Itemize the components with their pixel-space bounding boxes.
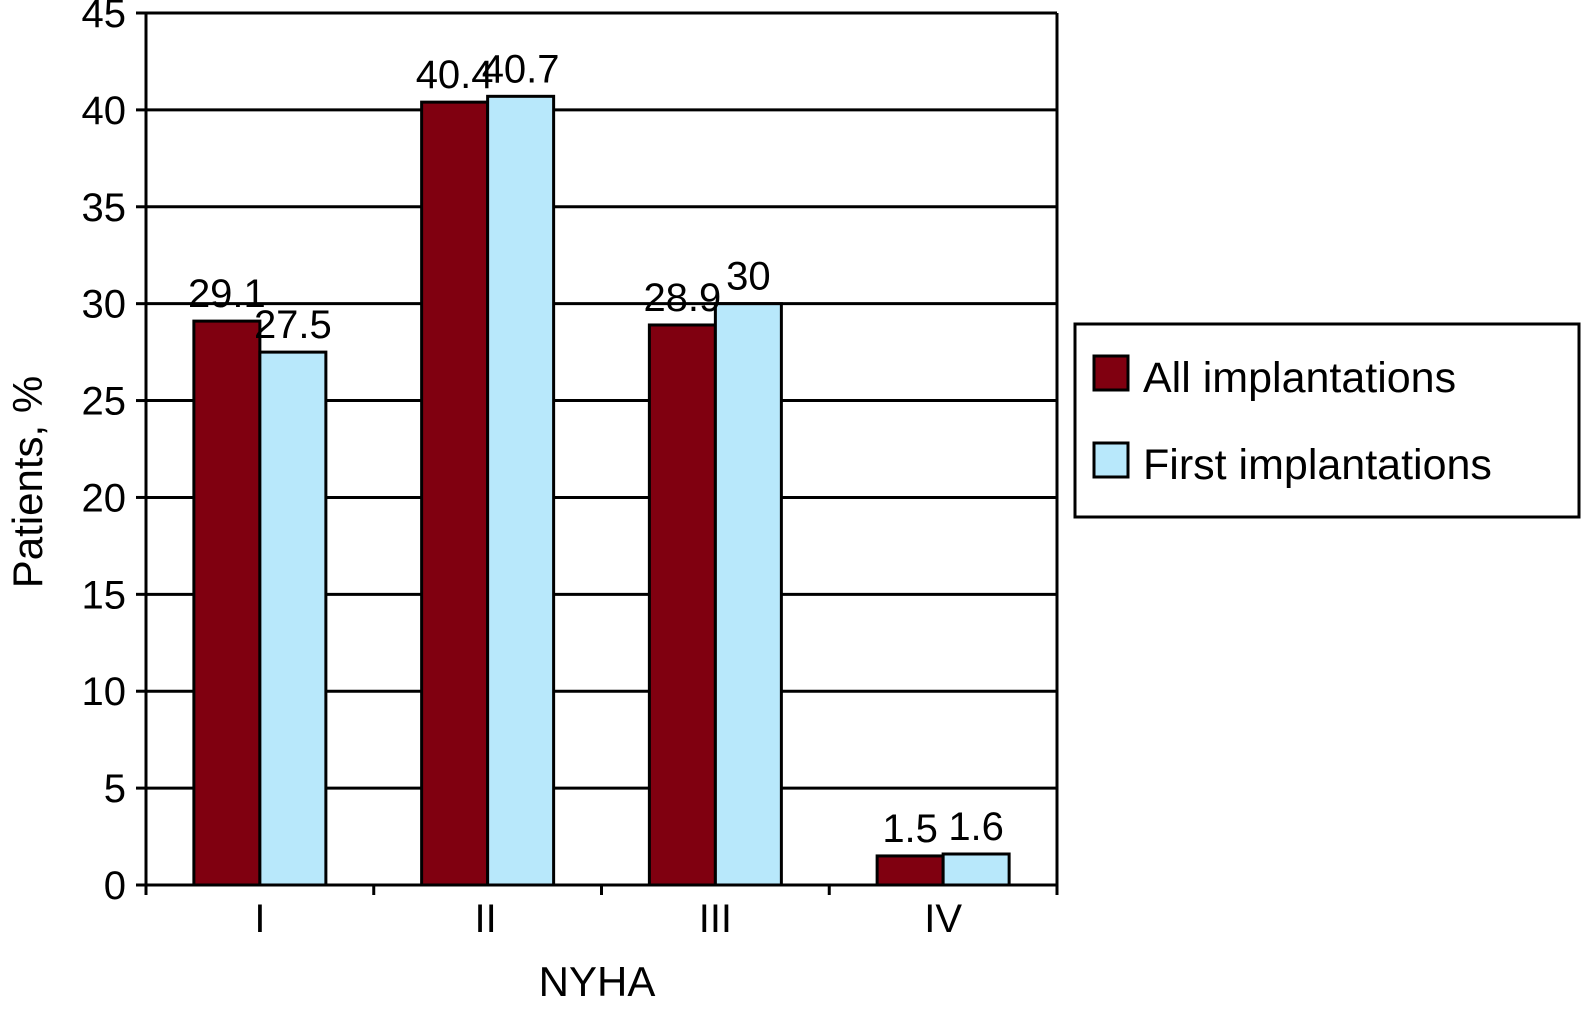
data-label: 1.6 bbox=[948, 805, 1004, 849]
x-tick-label: IV bbox=[924, 897, 962, 941]
data-label: 27.5 bbox=[254, 303, 332, 347]
x-tick-label: I bbox=[254, 897, 265, 941]
data-labels: 29.127.5 40.440.7 28.9 30 1.5 1.6 bbox=[188, 47, 1004, 851]
bar-all-IV bbox=[875, 854, 945, 887]
data-label: 29.1 bbox=[188, 272, 266, 316]
data-label: 40.4 bbox=[416, 53, 494, 97]
x-axis-title: NYHA bbox=[539, 958, 656, 1005]
bar-first-II bbox=[486, 94, 556, 887]
bar-all-III bbox=[647, 323, 717, 887]
y-tick-label: 0 bbox=[104, 864, 126, 908]
y-axis-title: Patients, % bbox=[4, 376, 51, 588]
y-tick-label: 10 bbox=[82, 670, 127, 714]
y-tick-label: 5 bbox=[104, 767, 126, 811]
x-tick-label: II bbox=[475, 897, 497, 941]
y-tick-label: 35 bbox=[82, 186, 127, 230]
bar-first-IV bbox=[941, 852, 1011, 887]
legend-swatch-all bbox=[1092, 354, 1130, 392]
legend-box bbox=[1073, 322, 1581, 519]
data-label: 40.7 bbox=[482, 47, 560, 91]
data-label: 1.5 bbox=[882, 807, 938, 851]
y-tick-label: 30 bbox=[82, 283, 127, 327]
data-label: 30 bbox=[726, 255, 771, 299]
legend-label-first: First implantations bbox=[1143, 441, 1492, 489]
x-tick-label: III bbox=[699, 897, 732, 941]
y-tick-label: 15 bbox=[82, 573, 127, 617]
bar-all-II bbox=[420, 100, 490, 887]
y-tick-label: 45 bbox=[82, 0, 127, 36]
y-tick-label: 40 bbox=[82, 89, 127, 133]
bars bbox=[192, 94, 1011, 887]
bar-all-I bbox=[192, 319, 262, 887]
bar-first-III bbox=[713, 302, 783, 887]
y-tick-label: 20 bbox=[82, 476, 127, 520]
bar-first-I bbox=[258, 350, 328, 887]
y-tick-label: 25 bbox=[82, 380, 127, 424]
legend-label-all: All implantations bbox=[1143, 354, 1456, 402]
legend-swatch-first bbox=[1092, 441, 1130, 479]
data-label: 28.9 bbox=[643, 276, 721, 320]
legend: All implantations First implantations bbox=[1073, 322, 1581, 519]
